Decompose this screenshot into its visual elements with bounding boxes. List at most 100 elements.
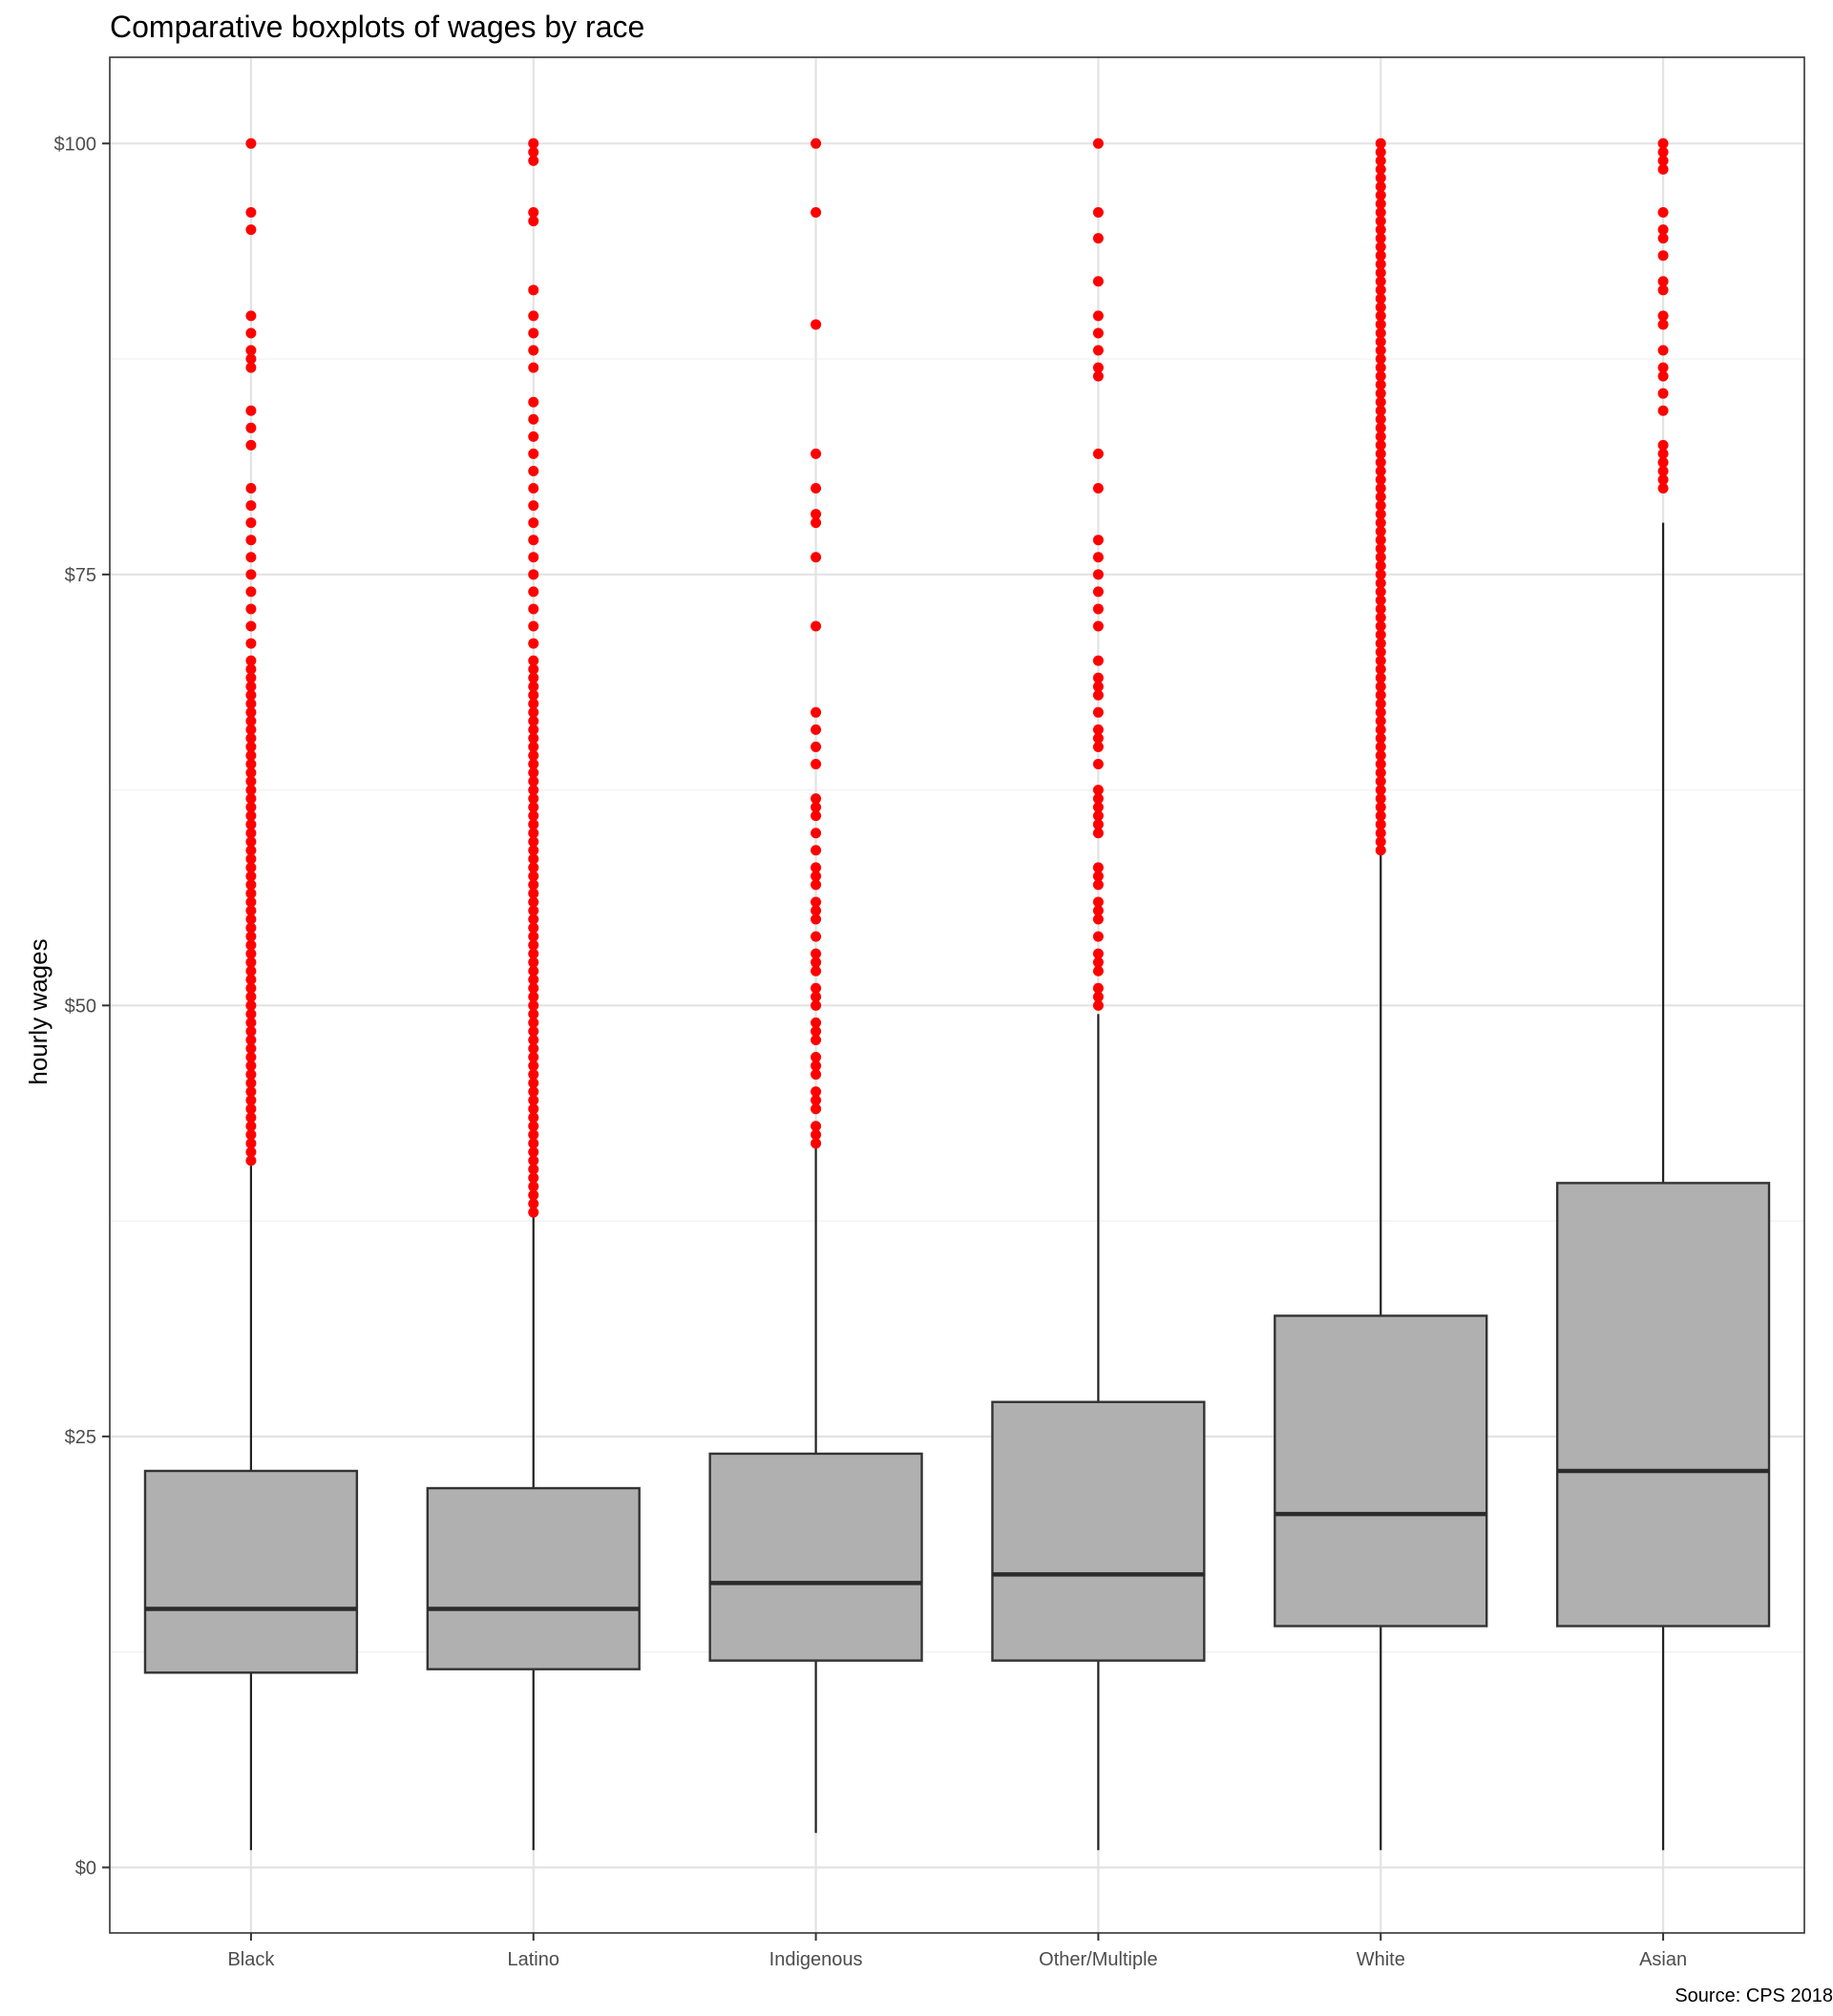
outlier-point — [1375, 146, 1386, 158]
outlier-point — [245, 819, 257, 830]
outlier-point — [245, 1138, 257, 1149]
outlier-point — [1375, 327, 1386, 339]
outlier-point — [528, 465, 539, 476]
outlier-point — [1375, 199, 1386, 210]
outlier-point — [1092, 948, 1104, 959]
outlier-point — [1657, 439, 1669, 451]
outlier-point — [245, 896, 257, 908]
outlier-point — [1375, 569, 1386, 580]
outlier-point — [1092, 999, 1104, 1011]
outlier-point — [1657, 465, 1669, 476]
outlier-point — [1375, 465, 1386, 476]
outlier-point — [1092, 233, 1104, 244]
boxplots — [143, 522, 1771, 1851]
outlier-point — [245, 439, 257, 451]
outlier-point — [245, 224, 257, 236]
outlier-point — [811, 1060, 822, 1072]
outlier-point — [1375, 180, 1386, 192]
outlier-point — [245, 853, 257, 865]
outlier-point — [245, 785, 257, 796]
outlier-point — [245, 1155, 257, 1166]
outlier-point — [245, 1008, 257, 1019]
outlier-point — [1092, 905, 1104, 916]
outlier-point — [1375, 543, 1386, 555]
outlier-point — [245, 638, 257, 649]
outlier-point — [1092, 448, 1104, 459]
outlier-point — [528, 137, 539, 149]
outlier-point — [1375, 293, 1386, 304]
outlier-point — [1657, 233, 1669, 244]
outlier-point — [528, 939, 539, 951]
outlier-point — [528, 956, 539, 968]
outlier-point — [245, 862, 257, 873]
outlier-point — [245, 922, 257, 934]
outlier-point — [528, 802, 539, 813]
outlier-point — [1375, 552, 1386, 563]
outlier-point — [1375, 259, 1386, 270]
x-tick-label: Black — [227, 1949, 275, 1970]
outlier-point — [1375, 620, 1386, 632]
outlier-point — [245, 1129, 257, 1141]
outlier-point — [528, 689, 539, 701]
outlier-point — [245, 956, 257, 968]
outlier-point — [1092, 586, 1104, 598]
outlier-point — [528, 310, 539, 322]
outlier-point — [528, 1172, 539, 1184]
outlier-point — [1375, 603, 1386, 615]
outlier-point — [1657, 207, 1669, 219]
outlier-point — [1092, 310, 1104, 322]
outlier-point — [811, 965, 822, 976]
outlier-point — [245, 776, 257, 788]
y-tick-label: $0 — [75, 1858, 96, 1879]
outlier-point — [245, 569, 257, 580]
outlier-point — [811, 517, 822, 529]
outlier-point — [1092, 862, 1104, 873]
outlier-point — [1092, 819, 1104, 830]
outlier-point — [1375, 319, 1386, 330]
outlier-point — [1092, 931, 1104, 942]
outlier-point — [528, 1146, 539, 1158]
outlier-point — [528, 965, 539, 976]
outlier-point — [811, 948, 822, 959]
outlier-point — [528, 146, 539, 158]
outlier-point — [245, 353, 257, 365]
outlier-point — [528, 672, 539, 683]
outlier-point — [528, 620, 539, 632]
outlier-point — [245, 724, 257, 735]
outlier-point — [1375, 388, 1386, 399]
outlier-point — [528, 706, 539, 718]
outlier-point — [528, 681, 539, 692]
outlier-point — [528, 1086, 539, 1098]
outlier-point — [528, 1181, 539, 1192]
outlier-point — [1375, 233, 1386, 244]
box-white — [1274, 1314, 1488, 1628]
outlier-point — [1375, 767, 1386, 779]
outlier-point — [1657, 405, 1669, 416]
outlier-point — [811, 1034, 822, 1045]
outlier-point — [1092, 879, 1104, 891]
outlier-point — [1375, 155, 1386, 166]
outlier-point — [1657, 163, 1669, 175]
outlier-point — [1092, 552, 1104, 563]
outlier-point — [245, 1060, 257, 1072]
outlier-point — [811, 905, 822, 916]
outlier-point — [1375, 439, 1386, 451]
x-tick-label: Asian — [1639, 1949, 1687, 1970]
outlier-point — [1092, 914, 1104, 925]
chart-caption: Source: CPS 2018 — [1675, 1985, 1833, 2006]
outlier-point — [1657, 456, 1669, 468]
outlier-point — [245, 810, 257, 822]
outlier-point — [1092, 569, 1104, 580]
outlier-point — [1375, 629, 1386, 640]
outlier-point — [1657, 146, 1669, 158]
outlier-point — [245, 689, 257, 701]
outlier-point — [811, 956, 822, 968]
outlier-point — [1657, 448, 1669, 459]
outlier-point — [245, 836, 257, 848]
outlier-point — [1375, 655, 1386, 666]
outlier-point — [528, 793, 539, 805]
outlier-point — [528, 741, 539, 752]
outlier-point — [1375, 646, 1386, 658]
outlier-point — [528, 905, 539, 916]
outlier-point — [811, 1017, 822, 1028]
